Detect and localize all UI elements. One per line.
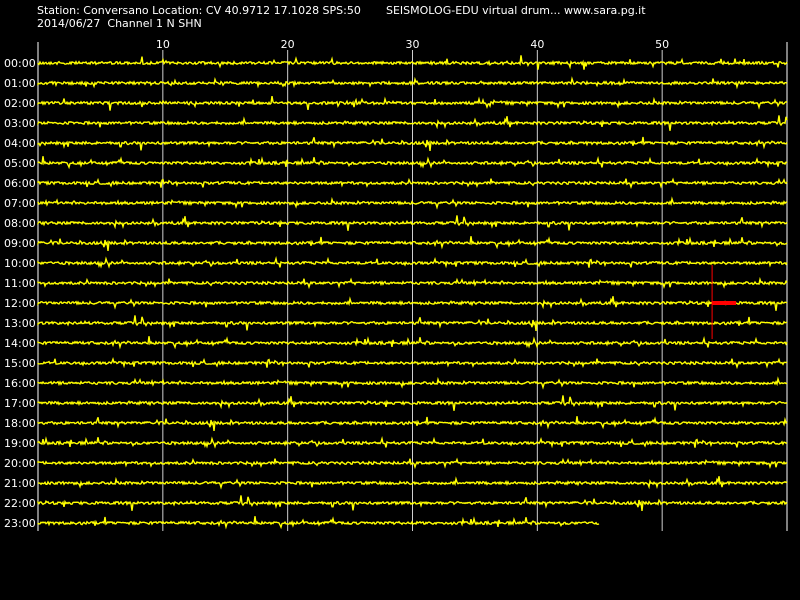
minute-tick-label: 30 — [406, 38, 420, 51]
trace-row — [37, 357, 788, 370]
hour-label: 22:00 — [4, 497, 36, 510]
hour-label: 19:00 — [4, 437, 36, 450]
hour-label: 12:00 — [4, 297, 36, 310]
hour-label: 10:00 — [4, 257, 36, 270]
trace-row — [37, 236, 788, 251]
trace-row — [37, 476, 788, 490]
trace-row — [37, 196, 788, 210]
hour-label: 09:00 — [4, 237, 36, 250]
trace-row — [37, 255, 788, 269]
program-title: SEISMOLOG-EDU virtual drum... www.sara.p… — [386, 4, 646, 17]
trace-row — [37, 95, 788, 111]
trace-row — [37, 516, 600, 530]
current-trace-segment — [712, 301, 737, 305]
trace-row — [37, 155, 788, 170]
hour-label: 06:00 — [4, 177, 36, 190]
trace-row — [37, 457, 788, 470]
hour-label: 18:00 — [4, 417, 36, 430]
trace-row — [37, 76, 788, 90]
trace-row — [37, 376, 788, 390]
trace-row — [37, 296, 788, 311]
trace-row — [37, 276, 788, 290]
hour-label: 08:00 — [4, 217, 36, 230]
hour-label: 05:00 — [4, 157, 36, 170]
trace-row — [37, 495, 788, 511]
trace-row — [37, 315, 788, 331]
hour-label: 21:00 — [4, 477, 36, 490]
hour-label: 11:00 — [4, 277, 36, 290]
minute-tick-label: 10 — [156, 38, 170, 51]
hour-label: 00:00 — [4, 57, 36, 70]
hour-label: 16:00 — [4, 377, 36, 390]
trace-row — [37, 435, 788, 449]
hour-label: 01:00 — [4, 77, 36, 90]
hour-label: 02:00 — [4, 97, 36, 110]
hour-label: 15:00 — [4, 357, 36, 370]
hour-label: 20:00 — [4, 457, 36, 470]
trace-row — [37, 335, 788, 350]
hour-label: 03:00 — [4, 117, 36, 130]
trace-row — [37, 416, 788, 431]
trace-row — [37, 115, 788, 131]
hour-label: 23:00 — [4, 517, 36, 530]
minute-tick-label: 40 — [530, 38, 544, 51]
hour-label: 04:00 — [4, 137, 36, 150]
trace-row — [37, 177, 788, 190]
minute-tick-label: 20 — [281, 38, 295, 51]
hour-label: 13:00 — [4, 317, 36, 330]
trace-row — [37, 215, 788, 231]
trace-row — [37, 136, 788, 151]
trace-row — [37, 55, 788, 70]
date-channel: 2014/06/27 Channel 1 N SHN — [37, 17, 202, 30]
hour-label: 14:00 — [4, 337, 36, 350]
minute-tick-label: 50 — [655, 38, 669, 51]
station-info: Station: Conversano Location: CV 40.9712… — [37, 4, 361, 17]
hour-label: 17:00 — [4, 397, 36, 410]
hour-label: 07:00 — [4, 197, 36, 210]
trace-row — [37, 395, 788, 411]
